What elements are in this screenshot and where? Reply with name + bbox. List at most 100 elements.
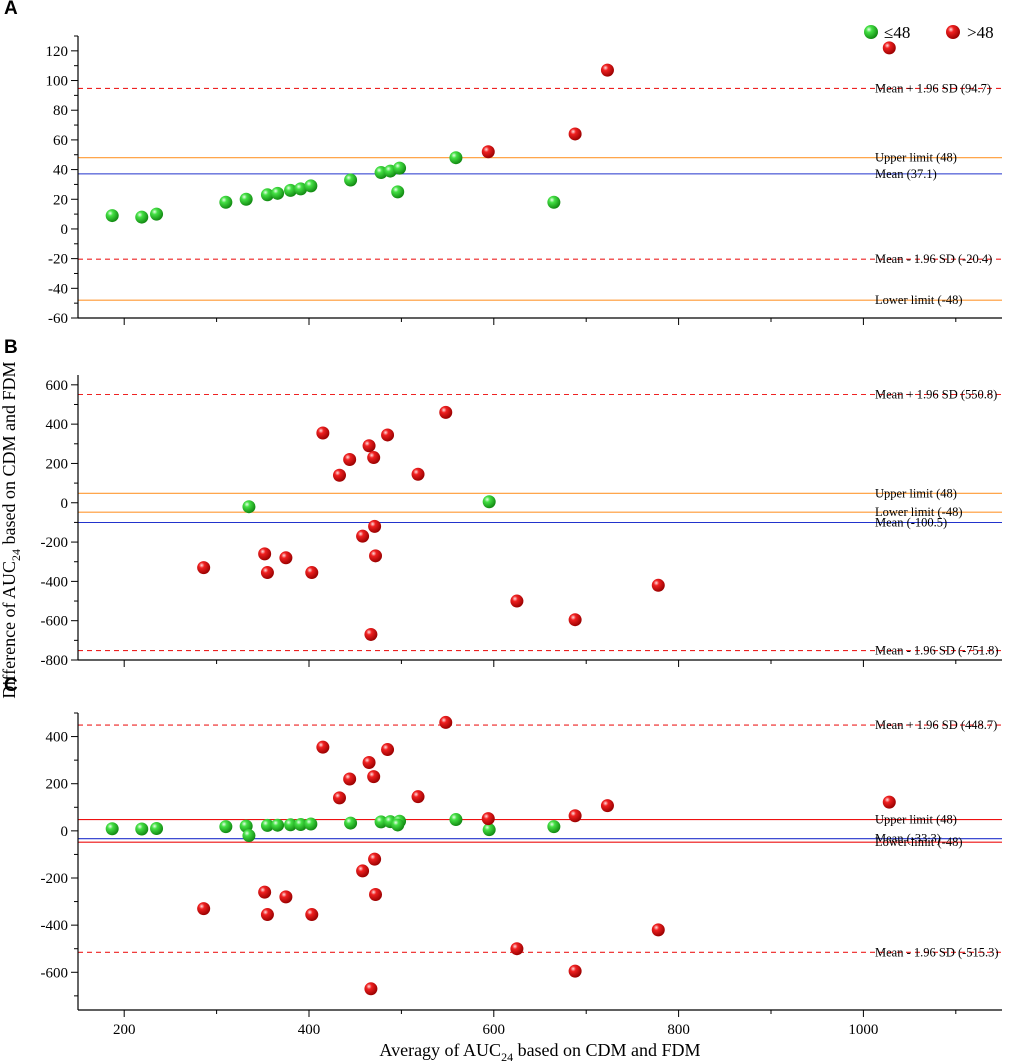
legend-label-green: ≤48: [884, 23, 910, 42]
reference-line-label: Lower limit (-48): [875, 293, 962, 307]
x-tick-label: 1000: [848, 1022, 878, 1038]
green-point: [219, 820, 233, 834]
red-point: [439, 715, 453, 729]
red-point: [316, 740, 330, 754]
reference-line-label: Mean + 1.96 SD (550.8): [875, 387, 997, 401]
green-point: [304, 817, 318, 831]
panel-letter: C: [4, 675, 18, 696]
green-point: [391, 185, 405, 199]
green-point: [260, 818, 274, 832]
red-point: [568, 809, 582, 823]
red-point: [367, 451, 381, 465]
red-point: [316, 426, 330, 440]
red-point: [368, 852, 382, 866]
green-point: [271, 186, 285, 200]
red-point: [481, 145, 495, 159]
red-point: [343, 772, 357, 786]
y-tick-label: 400: [46, 730, 69, 746]
green-point: [547, 820, 561, 834]
x-axis-title: Averagy of AUC24 based on CDM and FDM: [379, 1040, 700, 1064]
green-point: [284, 183, 298, 197]
legend-marker-green: [864, 25, 878, 39]
x-tick-label: 800: [667, 1022, 690, 1038]
red-point: [197, 902, 211, 916]
legend-label-red: >48: [967, 23, 994, 42]
green-point: [344, 816, 358, 830]
red-point: [362, 756, 376, 769]
green-point: [391, 818, 405, 832]
reference-line-label: Mean + 1.96 SD (94.7): [875, 81, 991, 95]
red-point: [600, 63, 614, 77]
y-tick-label: 0: [61, 222, 69, 238]
green-point: [449, 813, 463, 827]
x-tick-label: 200: [113, 1022, 136, 1038]
red-point: [882, 795, 896, 809]
panel-c: C Mean + 1.96 SD (448.7) Upper limit (48) M…: [4, 675, 1002, 1038]
red-point: [343, 453, 357, 467]
green-point: [242, 829, 256, 843]
reference-line-label: Mean + 1.96 SD (448.7): [875, 718, 997, 732]
y-tick-label: 400: [46, 417, 69, 433]
red-point: [381, 743, 395, 757]
red-point: [356, 864, 370, 878]
red-point: [305, 566, 319, 580]
y-tick-label: 40: [53, 163, 68, 179]
y-tick-label: 60: [53, 133, 68, 149]
y-tick-label: 600: [46, 378, 69, 394]
reference-line-label: Mean - 1.96 SD (-751.8): [875, 644, 999, 658]
reference-line-label: Upper limit (48): [875, 486, 957, 500]
red-point: [568, 127, 582, 141]
red-point: [651, 923, 665, 937]
green-point: [482, 823, 496, 837]
green-point: [260, 188, 274, 202]
reference-line-label: Upper limit (48): [875, 813, 957, 827]
red-point: [260, 908, 274, 922]
y-tick-label: 0: [61, 824, 69, 840]
red-point: [600, 799, 614, 813]
red-point: [364, 982, 378, 996]
y-tick-label: -40: [48, 281, 68, 297]
red-point: [258, 885, 272, 899]
panel-letter: A: [4, 0, 18, 19]
green-point: [271, 818, 285, 832]
green-point: [219, 195, 233, 209]
red-point: [439, 405, 453, 419]
reference-line-label: Mean (37.1): [875, 167, 937, 181]
green-point: [393, 161, 407, 175]
red-point: [258, 547, 272, 561]
green-point: [449, 151, 463, 165]
green-point: [344, 173, 358, 187]
green-point: [135, 822, 149, 836]
legend: ≤48 >48: [864, 23, 994, 42]
red-point: [411, 467, 425, 481]
red-point: [356, 529, 370, 543]
y-tick-label: 200: [46, 777, 69, 793]
panel-a: A Mean + 1.96 SD (94.7) Upper limit (48) Me…: [4, 0, 1002, 327]
green-point: [294, 182, 308, 196]
green-point: [239, 192, 253, 206]
red-point: [305, 908, 319, 922]
reference-line-label: Lower limit (-48): [875, 505, 962, 519]
y-axis-title: Difference of AUC24 based on CDM and FDM: [0, 361, 23, 698]
legend-marker-red: [946, 25, 960, 39]
reference-line-label: Mean (-100.5): [875, 516, 947, 530]
y-tick-label: -600: [41, 965, 69, 981]
red-point: [260, 566, 274, 580]
green-point: [105, 209, 119, 223]
y-tick-label: -400: [41, 918, 69, 934]
y-tick-label: -600: [41, 614, 69, 630]
y-tick-label: 80: [53, 103, 68, 119]
green-point: [135, 210, 149, 224]
red-point: [882, 41, 896, 55]
x-tick-label: 600: [483, 1022, 506, 1038]
green-point: [284, 818, 298, 832]
red-point: [369, 888, 383, 901]
x-tick-label: 400: [298, 1022, 321, 1038]
y-tick-label: -800: [41, 653, 69, 669]
green-point: [547, 195, 561, 209]
red-point: [332, 791, 346, 805]
reference-line-label: Mean - 1.96 SD (-20.4): [875, 252, 992, 266]
red-point: [362, 439, 376, 453]
green-point: [294, 817, 308, 831]
green-point: [304, 179, 318, 193]
